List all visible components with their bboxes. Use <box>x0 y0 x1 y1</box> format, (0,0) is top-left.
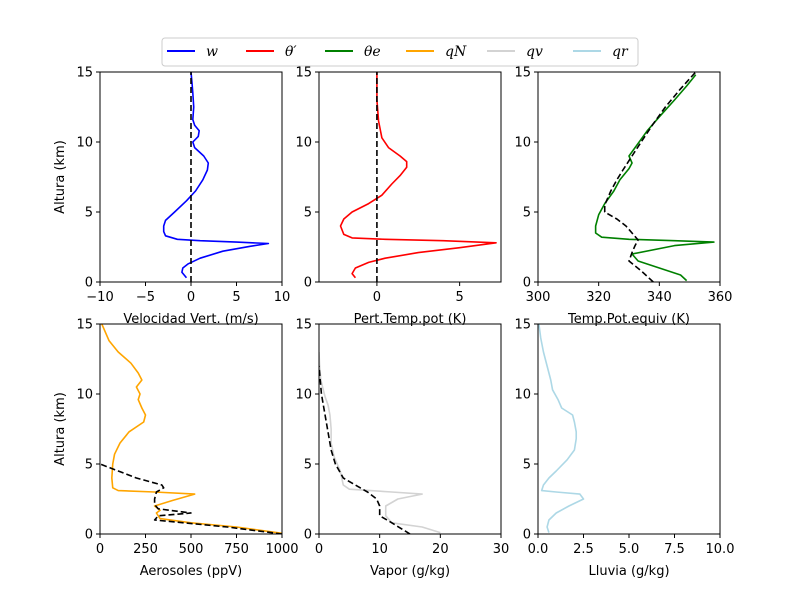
axes-frame <box>537 71 721 283</box>
panel-qv: 0 10 20 30 0 5 10 15 Vapor (g/kg) <box>295 318 509 580</box>
x-tick-label: 340 <box>647 290 672 305</box>
legend-entry: qv <box>487 44 543 60</box>
y-axis-label: Altura (km) <box>53 392 68 466</box>
x-axis-label: Pert.Temp.pot (K) <box>354 312 467 327</box>
x-tick-label: 0 <box>187 290 195 305</box>
x-axis-label: Lluvia (g/kg) <box>588 564 669 579</box>
x-tick-label: 30 <box>493 542 510 557</box>
y-tick-label: 15 <box>514 66 531 81</box>
y-tick-label: 5 <box>85 458 93 473</box>
legend-entry: qN <box>406 44 467 60</box>
x-tick-label: 20 <box>432 542 449 557</box>
x-tick-label: 0 <box>373 290 381 305</box>
y-tick-label: 5 <box>523 458 531 473</box>
y-tick-label: 15 <box>295 66 312 81</box>
y-tick-label: 5 <box>304 458 312 473</box>
x-axis-label: Vapor (g/kg) <box>370 564 450 579</box>
series-group <box>100 324 282 534</box>
legend-label: θ′ <box>285 44 297 60</box>
x-tick-label: 0 <box>96 542 104 557</box>
x-tick-label: 10 <box>274 290 291 305</box>
x-tick-label: −5 <box>136 290 155 305</box>
x-tick-label: 320 <box>586 290 611 305</box>
series-line-qN-1 <box>100 463 282 534</box>
series-line-theta_prime-0 <box>339 72 497 279</box>
legend-entry: θ′ <box>246 44 297 60</box>
series-group <box>538 324 585 533</box>
x-axis-label: Temp.Pot.equiv (K) <box>567 312 690 327</box>
y-tick-label: 5 <box>523 206 531 221</box>
y-tick-label: 0 <box>523 528 531 543</box>
x-tick-label: 0.0 <box>528 542 549 557</box>
y-tick-label: 10 <box>76 388 93 403</box>
y-tick-label: 15 <box>514 318 531 333</box>
legend-label: qN <box>445 44 467 60</box>
series-line-qr-0 <box>538 324 585 533</box>
y-axis-label: Altura (km) <box>53 140 68 214</box>
x-tick-label: 7.5 <box>664 542 685 557</box>
panel-theta_prime: 0 5 0 5 10 15 Pert.Temp.pot (K) <box>295 66 502 327</box>
x-tick-label: 360 <box>708 290 733 305</box>
y-tick-label: 5 <box>85 206 93 221</box>
x-tick-label: 1000 <box>265 542 298 557</box>
axes-frame <box>318 323 502 535</box>
panel-qN: 0 250 500 750 1000 0 5 10 15 Aerosoles (ppV) Altur… <box>53 318 299 580</box>
series-line-theta_e-1 <box>603 72 697 282</box>
panel-w: −10 −5 0 5 10 0 5 10 15 Velocidad Vert. (m/s) Altu… <box>53 66 290 328</box>
legend-entry: w <box>167 44 218 60</box>
series-line-w-0 <box>162 72 270 279</box>
series-line-qN-0 <box>101 324 282 534</box>
x-tick-label: 5.0 <box>619 542 640 557</box>
series-group <box>319 351 441 534</box>
x-tick-label: 2.5 <box>573 542 594 557</box>
legend-label: qv <box>526 44 543 60</box>
series-group <box>339 72 497 282</box>
y-tick-label: 10 <box>295 136 312 151</box>
y-tick-label: 15 <box>295 318 312 333</box>
x-tick-label: 10.0 <box>706 542 735 557</box>
y-tick-label: 0 <box>304 276 312 291</box>
x-tick-label: 300 <box>526 290 551 305</box>
y-tick-label: 5 <box>304 206 312 221</box>
y-tick-label: 0 <box>304 528 312 543</box>
x-tick-label: 5 <box>232 290 240 305</box>
x-tick-label: −10 <box>86 290 113 305</box>
x-axis-label: Velocidad Vert. (m/s) <box>123 312 258 327</box>
legend-box <box>161 37 639 67</box>
series-group <box>594 72 715 282</box>
y-tick-label: 0 <box>85 276 93 291</box>
chart-legend: w θ′ θe qN qv qr <box>161 37 639 67</box>
panel-theta_e: 300 320 340 360 0 5 10 15 Temp.Pot.equiv (K) <box>514 66 732 328</box>
x-tick-label: 10 <box>371 542 388 557</box>
legend-entry: θe <box>325 44 381 60</box>
x-tick-label: 250 <box>133 542 158 557</box>
y-tick-label: 15 <box>76 66 93 81</box>
legend-entry: qr <box>573 44 629 60</box>
y-tick-label: 10 <box>295 388 312 403</box>
y-tick-label: 0 <box>85 528 93 543</box>
x-tick-label: 750 <box>224 542 249 557</box>
y-tick-label: 15 <box>76 318 93 333</box>
x-axis-label: Aerosoles (ppV) <box>140 564 242 579</box>
legend-label: qr <box>612 44 629 60</box>
y-tick-label: 10 <box>514 136 531 151</box>
x-tick-label: 5 <box>455 290 463 305</box>
legend-label: θe <box>364 44 381 60</box>
y-tick-label: 10 <box>514 388 531 403</box>
series-group <box>162 72 270 282</box>
y-tick-label: 0 <box>523 276 531 291</box>
legend-label: w <box>206 44 218 60</box>
series-line-qv-1 <box>319 365 411 534</box>
x-tick-label: 500 <box>179 542 204 557</box>
axes-frame <box>318 71 502 283</box>
y-tick-label: 10 <box>76 136 93 151</box>
panel-qr: 0.0 2.5 5.0 7.5 10.0 0 5 10 15 Lluvia (g/kg) <box>514 318 734 580</box>
x-tick-label: 0 <box>315 542 323 557</box>
